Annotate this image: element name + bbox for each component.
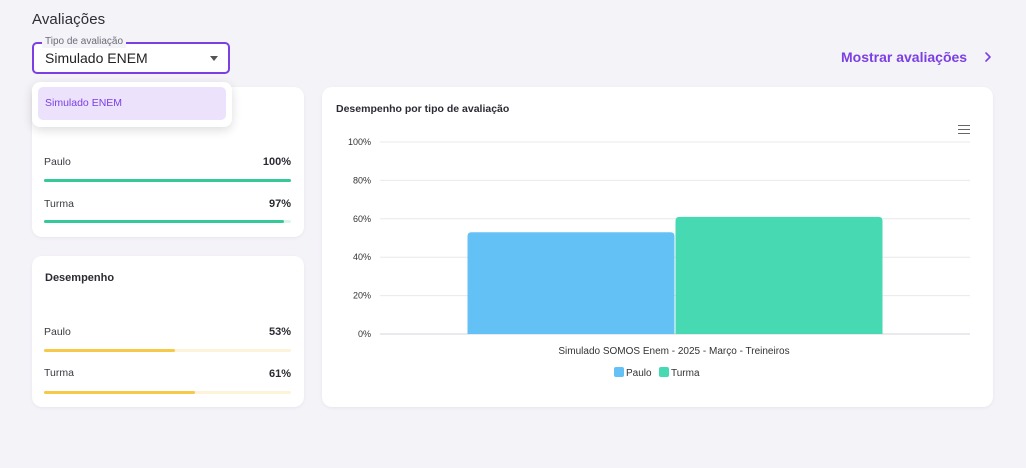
performance-row-name: Turma xyxy=(44,367,74,379)
show-assessments-label: Mostrar avaliações xyxy=(841,49,968,65)
performance-card: Desempenho Paulo 53% Turma 61% xyxy=(32,256,304,407)
legend-label: Paulo xyxy=(626,368,652,379)
bar-paulo xyxy=(467,232,675,334)
y-tick-label: 100% xyxy=(348,137,371,147)
legend-label: Turma xyxy=(671,368,700,379)
assessment-type-value: Simulado ENEM xyxy=(45,50,148,66)
page-title: Avaliações xyxy=(32,11,106,28)
participation-row-value: 97% xyxy=(268,198,291,210)
participation-progress-track xyxy=(44,220,291,223)
y-tick-label: 80% xyxy=(353,175,371,185)
y-tick-label: 0% xyxy=(358,329,371,339)
performance-row-value: 61% xyxy=(268,368,291,380)
y-tick-label: 20% xyxy=(353,291,371,301)
bar-turma xyxy=(675,216,883,334)
y-tick-label: 40% xyxy=(353,252,371,262)
assessment-type-label: Tipo de avaliação xyxy=(42,36,127,48)
bar-chart: 0% 20% 40% 60% 80% 100% Simulado SOMOS Enem - … xyxy=(348,137,970,379)
caret-down-icon xyxy=(210,56,218,61)
participation-progress-fill xyxy=(44,179,291,182)
assessment-type-dropdown: Simulado ENEM xyxy=(32,82,232,127)
assessment-type-select[interactable]: Tipo de avaliação Simulado ENEM xyxy=(32,36,230,74)
participation-row-name: Turma xyxy=(44,198,74,210)
x-tick-label: Simulado SOMOS Enem - 2025 - Março - Tre… xyxy=(558,346,789,357)
performance-progress-fill xyxy=(44,349,175,352)
performance-progress-track xyxy=(44,349,291,352)
participation-row-value: 100% xyxy=(262,156,291,168)
dropdown-option-simulado-enem[interactable]: Simulado ENEM xyxy=(38,87,226,120)
legend-swatch xyxy=(659,367,669,377)
chart-card: Desempenho por tipo de avaliação 0% 20% 40… xyxy=(322,87,993,407)
hamburger-menu-icon[interactable] xyxy=(958,125,970,134)
participation-progress-fill xyxy=(44,220,284,223)
chevron-right-icon xyxy=(985,52,991,62)
performance-card-title: Desempenho xyxy=(45,272,115,284)
y-tick-label: 60% xyxy=(353,214,371,224)
chart-title: Desempenho por tipo de avaliação xyxy=(336,103,510,115)
performance-progress-track xyxy=(44,391,291,394)
participation-row-name: Paulo xyxy=(44,156,71,168)
show-assessments-link[interactable]: Mostrar avaliações xyxy=(841,49,995,65)
participation-progress-track xyxy=(44,179,291,182)
performance-progress-fill xyxy=(44,391,195,394)
performance-row-value: 53% xyxy=(268,326,291,338)
performance-row-name: Paulo xyxy=(44,326,71,338)
legend-swatch xyxy=(614,367,624,377)
